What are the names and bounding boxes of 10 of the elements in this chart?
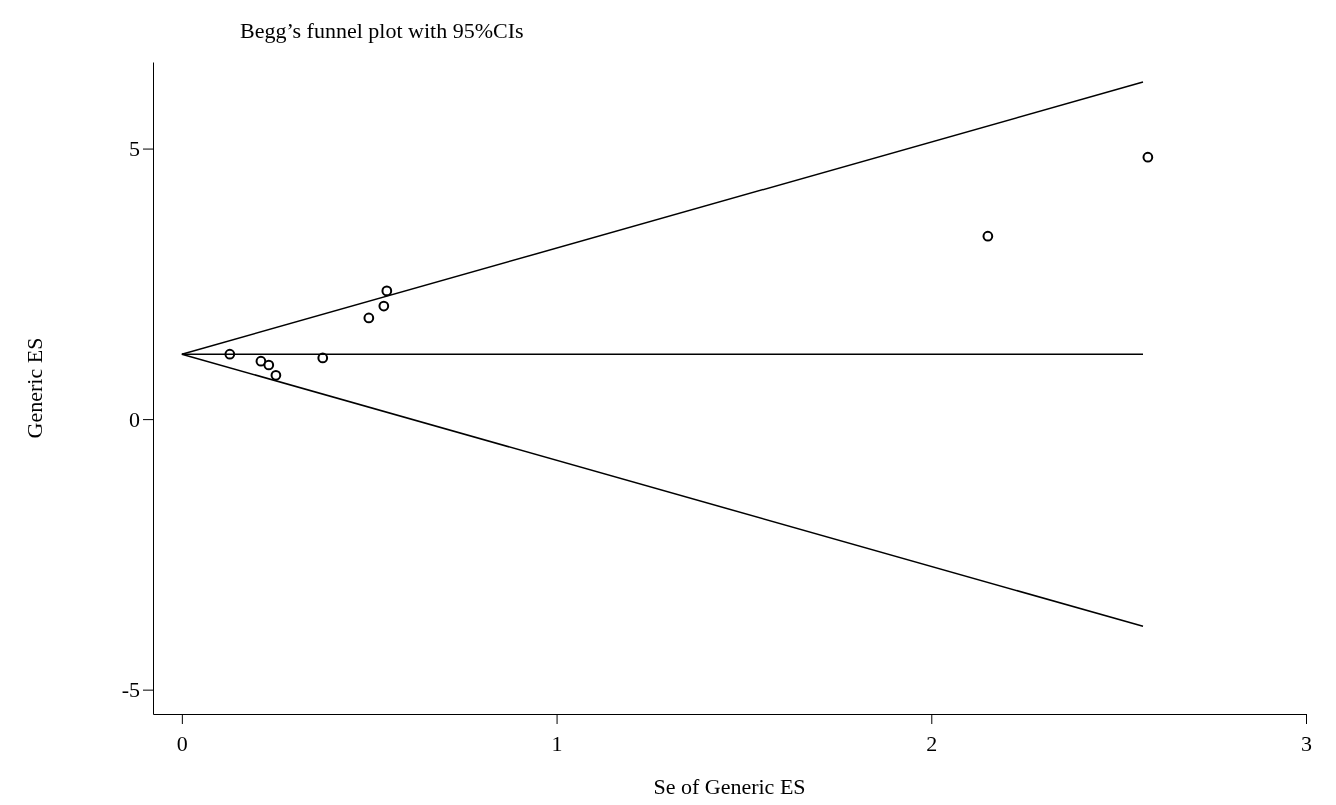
x-axis-title: Se of Generic ES — [653, 774, 806, 799]
x-tick-label: 2 — [926, 731, 938, 757]
x-tick-label: 3 — [1301, 731, 1312, 757]
x-tick-label: 1 — [551, 731, 563, 757]
y-tick-label: 5 — [129, 136, 140, 162]
x-tick-label: 0 — [176, 731, 188, 757]
y-tick-label: 0 — [129, 406, 140, 432]
y-tick-label: -5 — [121, 677, 140, 703]
y-axis-title: Generic ES — [22, 337, 47, 439]
chart-title: Begg’s funnel plot with 95%CIs — [240, 18, 524, 43]
